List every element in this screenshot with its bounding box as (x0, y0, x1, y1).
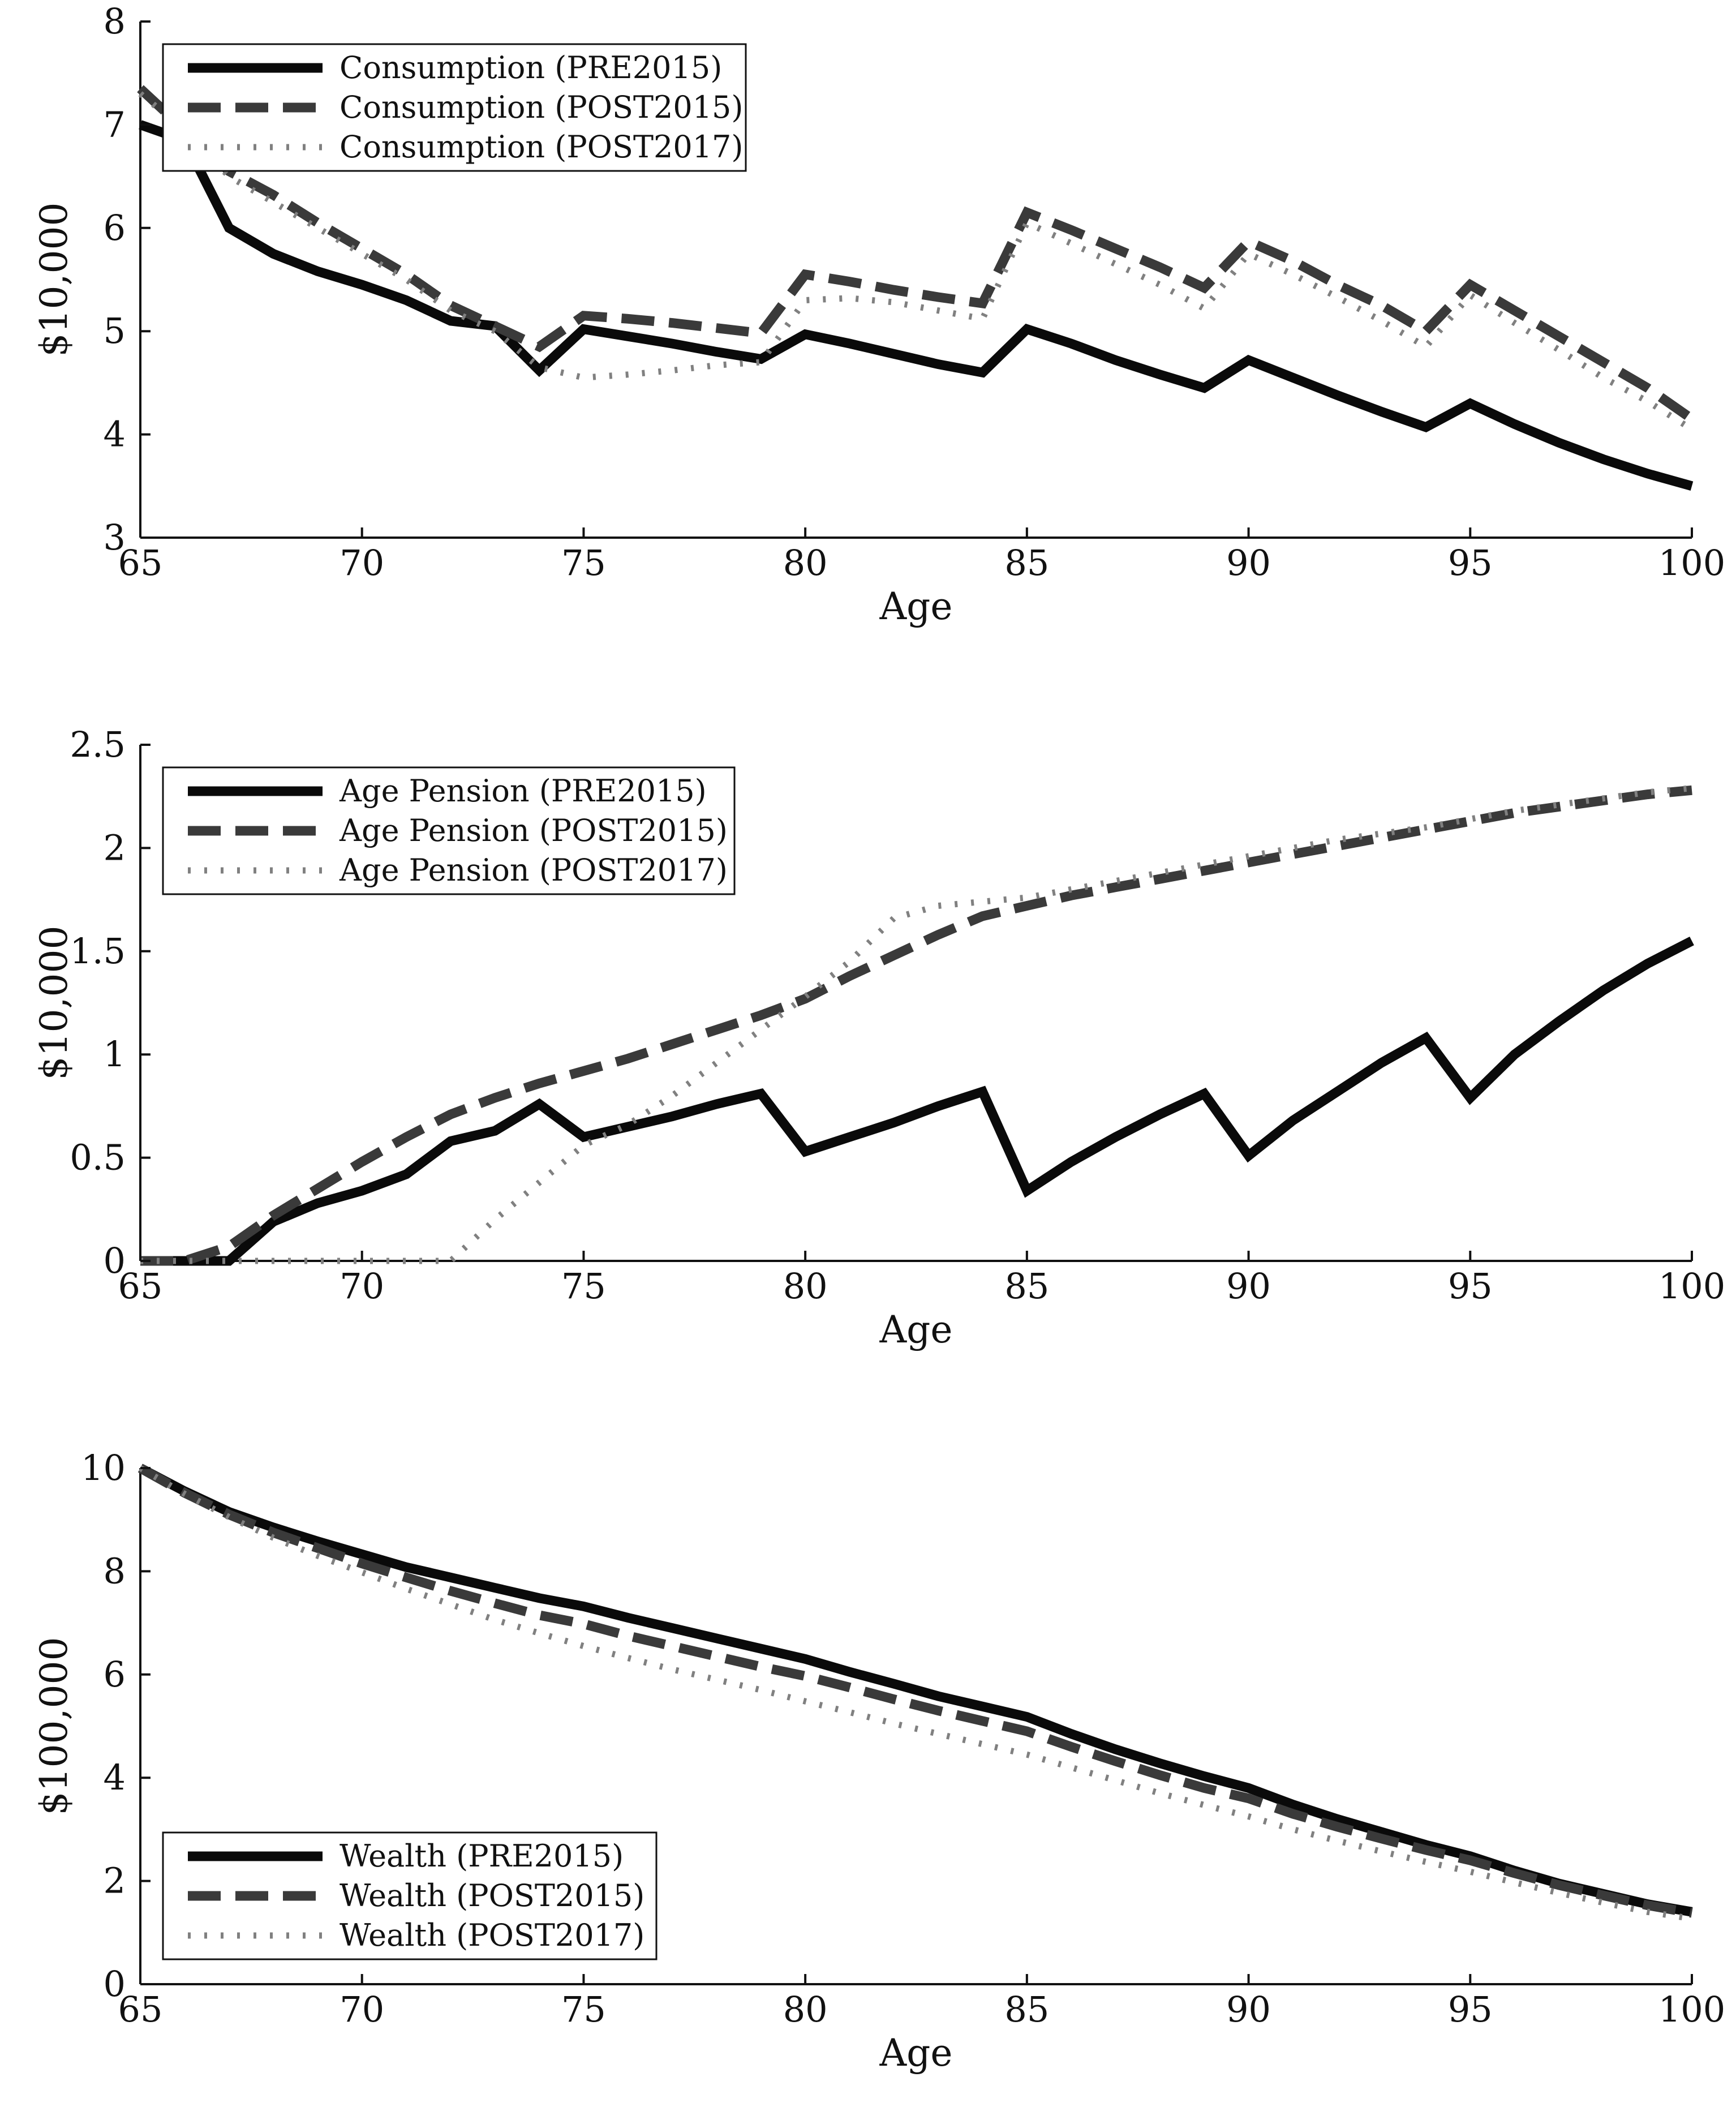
y-tick-label: 8 (104, 1550, 126, 1591)
x-axis-label: Age (879, 2031, 953, 2075)
x-tick-label: 100 (1658, 1989, 1725, 2030)
legend: Consumption (PRE2015) Consumption (POST20… (162, 43, 747, 172)
x-tick-label: 70 (340, 542, 384, 583)
y-axis-label: $100,000 (32, 1637, 76, 1816)
x-tick-label: 85 (1004, 1989, 1049, 2030)
x-tick-label: 80 (783, 1989, 828, 2030)
x-tick-label: 75 (561, 1265, 606, 1307)
consumption-chart: 65 70 75 80 85 90 95 100 3 4 5 6 7 8 Age $10,000 Consump… (32, 1, 1725, 628)
x-tick-label: 70 (340, 1989, 384, 2030)
x-tick-label: 70 (340, 1265, 384, 1307)
legend-label-post2015: Age Pension (POST2015) (339, 813, 728, 848)
legend: Age Pension (PRE2015) Age Pension (POST20… (162, 766, 736, 895)
x-tick-label: 75 (561, 542, 606, 583)
y-tick-label: 8 (104, 1, 126, 42)
x-tick-label: 65 (118, 1265, 163, 1307)
y-tick-label: 0.5 (70, 1137, 126, 1178)
series-line-pre2015 (140, 937, 1694, 1266)
y-tick-label: 6 (104, 207, 126, 248)
x-axis-label: Age (879, 1308, 953, 1351)
legend-label-post2017: Consumption (POST2017) (340, 129, 743, 165)
y-tick-label: 4 (104, 414, 126, 455)
series-line-post2015 (137, 1464, 1693, 1918)
legend-label-pre2015: Age Pension (PRE2015) (339, 773, 707, 809)
x-tick-label: 95 (1448, 1265, 1493, 1307)
x-tick-label: 65 (118, 542, 163, 583)
series-line-post2017 (139, 1465, 1692, 1922)
y-tick-label: 2 (104, 1860, 126, 1902)
y-tick-label: 10 (81, 1447, 126, 1488)
y-tick-label: 1.5 (70, 930, 126, 972)
y-tick-label: 2 (104, 827, 126, 868)
legend-label-post2017: Wealth (POST2017) (340, 1917, 644, 1953)
x-axis-label: Age (879, 585, 953, 628)
x-tick-label: 85 (1004, 542, 1049, 583)
age-pension-chart: 65 70 75 80 85 90 95 100 0 0.5 1 1.5 2 2.5 Age $10,000 A… (32, 724, 1725, 1351)
series-line-pre2015 (139, 120, 1694, 491)
x-tick-label: 100 (1658, 1265, 1725, 1307)
y-tick-label: 3 (104, 517, 126, 558)
legend-label-pre2015: Consumption (PRE2015) (340, 50, 722, 85)
x-tick-label: 90 (1226, 542, 1271, 583)
x-tick-label: 80 (783, 1265, 828, 1307)
x-tick-label: 90 (1226, 1265, 1271, 1307)
x-tick-label: 100 (1658, 542, 1725, 583)
y-tick-label: 6 (104, 1654, 126, 1695)
x-tick-label: 80 (783, 542, 828, 583)
y-axis-label: $10,000 (32, 203, 76, 357)
x-tick-label: 75 (561, 1989, 606, 2030)
wealth-chart: 65 70 75 80 85 90 95 100 0 2 4 6 8 10 Age $100,000 Wealt… (32, 1447, 1725, 2075)
y-tick-label: 1 (104, 1033, 126, 1075)
legend-label-pre2015: Wealth (PRE2015) (340, 1838, 624, 1874)
y-tick-label: 7 (104, 104, 126, 145)
y-tick-label: 2.5 (70, 724, 126, 765)
legend: Wealth (PRE2015) Wealth (POST2015) Wealth … (162, 1831, 658, 1960)
y-tick-label: 0 (104, 1963, 126, 2005)
legend-label-post2015: Wealth (POST2015) (340, 1878, 644, 1913)
legend-label-post2017: Age Pension (POST2017) (339, 852, 728, 888)
x-tick-label: 90 (1226, 1989, 1271, 2030)
series-line-post2015 (137, 85, 1695, 423)
x-tick-label: 95 (1448, 1989, 1493, 2030)
y-tick-label: 5 (104, 310, 126, 351)
x-tick-label: 95 (1448, 542, 1493, 583)
x-tick-label: 85 (1004, 1265, 1049, 1307)
y-tick-label: 4 (104, 1757, 126, 1798)
series-line-pre2015 (138, 1464, 1693, 1917)
x-tick-label: 65 (118, 1989, 163, 2030)
series-line-post2015 (140, 785, 1692, 1266)
y-axis-label: $10,000 (32, 926, 76, 1080)
legend-label-post2015: Consumption (POST2015) (340, 89, 743, 125)
y-tick-label: 0 (104, 1240, 126, 1281)
